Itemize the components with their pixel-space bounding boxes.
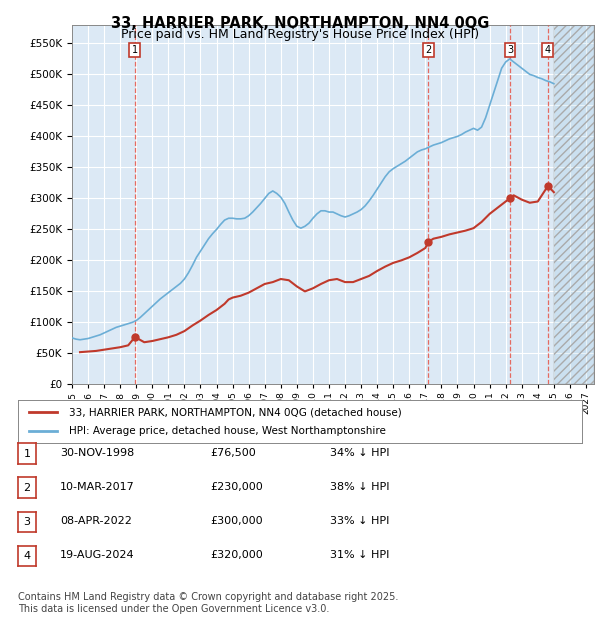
Text: 1: 1 — [132, 45, 138, 55]
Text: 30-NOV-1998: 30-NOV-1998 — [60, 448, 134, 458]
Text: 33% ↓ HPI: 33% ↓ HPI — [330, 516, 389, 526]
Text: 19-AUG-2024: 19-AUG-2024 — [60, 550, 134, 560]
Text: 2: 2 — [425, 45, 431, 55]
Text: 4: 4 — [545, 45, 551, 55]
Text: 31% ↓ HPI: 31% ↓ HPI — [330, 550, 389, 560]
Text: 33, HARRIER PARK, NORTHAMPTON, NN4 0QG: 33, HARRIER PARK, NORTHAMPTON, NN4 0QG — [111, 16, 489, 30]
Text: £230,000: £230,000 — [210, 482, 263, 492]
Text: 3: 3 — [507, 45, 513, 55]
Text: £320,000: £320,000 — [210, 550, 263, 560]
Text: Contains HM Land Registry data © Crown copyright and database right 2025.
This d: Contains HM Land Registry data © Crown c… — [18, 592, 398, 614]
Text: £300,000: £300,000 — [210, 516, 263, 526]
Text: 33, HARRIER PARK, NORTHAMPTON, NN4 0QG (detached house): 33, HARRIER PARK, NORTHAMPTON, NN4 0QG (… — [69, 407, 401, 417]
Bar — [554, 25, 594, 384]
Text: 38% ↓ HPI: 38% ↓ HPI — [330, 482, 389, 492]
Text: 1: 1 — [23, 448, 31, 459]
Text: 08-APR-2022: 08-APR-2022 — [60, 516, 132, 526]
Text: 3: 3 — [23, 516, 31, 527]
Text: HPI: Average price, detached house, West Northamptonshire: HPI: Average price, detached house, West… — [69, 426, 386, 436]
Text: 34% ↓ HPI: 34% ↓ HPI — [330, 448, 389, 458]
Text: 2: 2 — [23, 482, 31, 493]
Text: 10-MAR-2017: 10-MAR-2017 — [60, 482, 135, 492]
Bar — [554, 25, 594, 384]
Text: 4: 4 — [23, 551, 31, 561]
Text: Price paid vs. HM Land Registry's House Price Index (HPI): Price paid vs. HM Land Registry's House … — [121, 28, 479, 41]
Text: £76,500: £76,500 — [210, 448, 256, 458]
